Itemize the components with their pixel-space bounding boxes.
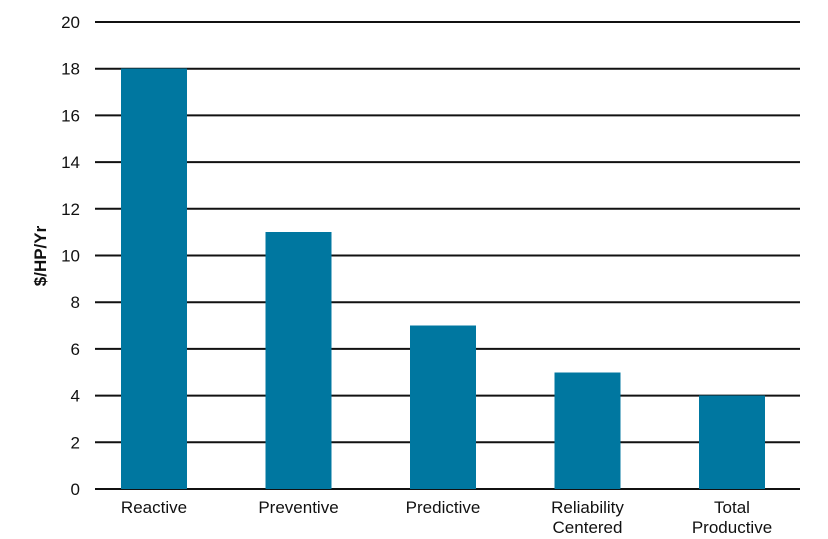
bar [265, 232, 332, 489]
x-tick-label: Productive [692, 518, 772, 537]
y-tick-label: 16 [61, 106, 80, 125]
y-tick-label: 4 [71, 387, 80, 406]
bars [121, 68, 765, 489]
x-tick-label: Reactive [121, 498, 187, 517]
y-tick-label: 20 [61, 13, 80, 32]
bar [410, 325, 476, 489]
y-tick-label: 2 [71, 433, 80, 452]
y-tick-labels: 0 2 4 6 8 10 12 14 16 18 20 [61, 13, 80, 499]
x-tick-labels: Reactive Preventive Predictive ReliabilityC… [121, 498, 772, 537]
gridlines [95, 21, 800, 490]
bar [699, 395, 765, 489]
bar [554, 372, 621, 489]
y-tick-label: 12 [61, 200, 80, 219]
x-tick-label: Reliability [551, 498, 624, 517]
x-tick-label: Preventive [258, 498, 338, 517]
y-tick-label: 18 [61, 60, 80, 79]
y-tick-label: 10 [61, 247, 80, 266]
x-tick-label: Centered [553, 518, 623, 537]
y-tick-label: 6 [71, 340, 80, 359]
bar [121, 68, 187, 489]
x-tick-label: Predictive [406, 498, 481, 517]
y-tick-label: 0 [71, 480, 80, 499]
y-tick-label: 8 [71, 293, 80, 312]
x-tick-label: Total [714, 498, 750, 517]
y-axis-title: $/HP/Yr [31, 225, 50, 286]
y-tick-label: 14 [61, 153, 80, 172]
